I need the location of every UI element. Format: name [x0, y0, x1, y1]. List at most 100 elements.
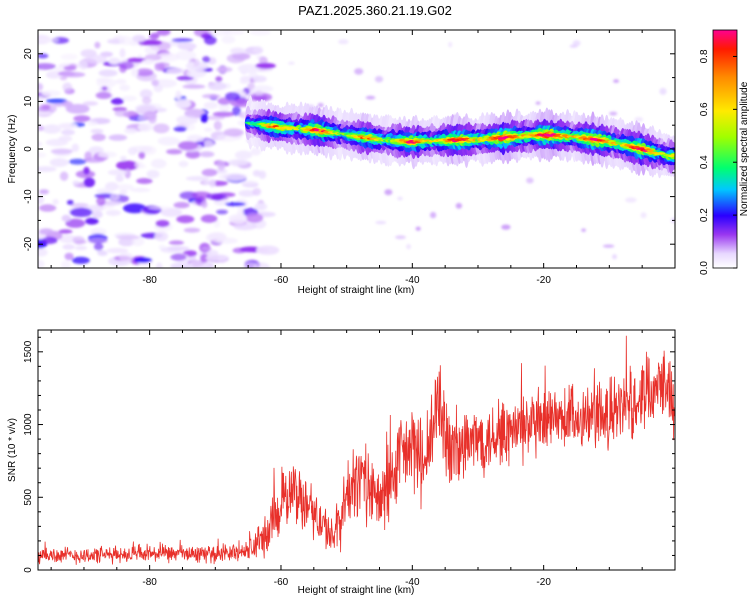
spectrogram-noise-blob	[39, 189, 49, 195]
snr-plot-area	[38, 330, 675, 570]
spectrogram-noise-blob	[45, 71, 62, 79]
spectrogram-noise-blob	[119, 48, 126, 58]
spectrogram-noise-blob	[97, 151, 117, 158]
spectrogram-noise-blob	[123, 203, 147, 214]
snr-x-tick-label: -60	[274, 577, 289, 588]
spectrogram-noise-blob	[202, 56, 211, 63]
spectrogram-noise-blob	[157, 136, 180, 146]
spectrogram-noise-blob	[138, 39, 162, 46]
spectrogram-ridge-cell	[525, 135, 532, 138]
spectrogram-y-tick-label: -10	[23, 189, 34, 204]
spectrogram-noise-blob	[625, 197, 637, 203]
spectrogram-noise-blob	[207, 30, 232, 36]
spectrogram-noise-blob	[134, 257, 152, 263]
spectrogram-noise-blob	[114, 109, 128, 117]
spectrogram-noise-blob	[375, 220, 387, 225]
colorbar-tick-label: 0.0	[699, 261, 710, 275]
spectrogram-noise-blob	[166, 149, 183, 155]
spectrogram-noise-blob	[249, 30, 271, 36]
snr-x-tick-label: -80	[142, 577, 157, 588]
spectrogram-noise-blob	[384, 189, 393, 196]
spectrogram-noise-blob	[225, 92, 241, 101]
spectrogram-noise-blob	[338, 39, 349, 45]
spectrogram-noise-blob	[255, 62, 276, 69]
spectrogram-noise-blob	[116, 184, 134, 191]
spectrogram-noise-blob	[59, 76, 68, 81]
spectrogram-noise-blob	[252, 75, 267, 83]
spectrogram-noise-blob	[108, 134, 128, 141]
spectrogram-noise-blob	[572, 40, 581, 47]
spectrogram-noise-blob	[115, 174, 124, 182]
spectrogram-noise-blob	[38, 83, 44, 91]
spectrogram-noise-blob	[110, 98, 124, 105]
spectrogram-noise-blob	[119, 189, 128, 195]
spectrogram-noise-blob	[193, 58, 200, 67]
spectrogram-noise-blob	[107, 169, 128, 176]
spectrogram-noise-blob	[238, 189, 256, 197]
spectrogram-noise-blob	[613, 79, 620, 83]
spectrogram-noise-blob	[205, 254, 230, 262]
snr-x-tick-label: -40	[405, 577, 420, 588]
spectrogram-y-tick-label: 10	[23, 95, 34, 107]
spectrogram-noise-blob	[65, 218, 86, 228]
spectrogram-noise-blob	[131, 68, 139, 77]
spectrogram-noise-blob	[84, 151, 93, 161]
spectrogram-noise-blob	[38, 111, 54, 116]
spectrogram-noise-blob	[98, 69, 118, 77]
spectrogram-noise-blob	[211, 194, 224, 201]
spectrogram-noise-blob	[185, 176, 210, 181]
spectrogram-noise-blob	[526, 177, 534, 184]
spectrogram-noise-blob	[72, 180, 80, 185]
spectrogram-noise-blob	[124, 127, 138, 134]
spectrogram-noise-blob	[209, 179, 216, 188]
spectrogram-noise-blob	[73, 115, 91, 122]
spectrogram-noise-blob	[221, 35, 236, 44]
spectrogram-noise-blob	[108, 57, 121, 65]
spectrogram-x-ticks: -80 -60 -40 -20	[50, 30, 643, 286]
spectrogram-noise-blob	[143, 110, 157, 121]
spectrogram-noise-blob	[116, 160, 139, 171]
spectrogram-noise-blob	[200, 214, 218, 223]
spectrogram-noise-blob	[70, 203, 89, 208]
spectrogram-noise-blob	[204, 140, 213, 149]
spectrogram-noise-blob	[200, 113, 209, 123]
spectrogram-noise-blob	[186, 134, 204, 143]
spectrogram-noise-blob	[203, 115, 226, 120]
spectrogram-noise-blob	[91, 133, 106, 142]
spectrogram-noise-blob	[119, 252, 134, 262]
spectrogram-noise-blob	[38, 204, 57, 212]
spectrogram-noise-blob	[154, 231, 169, 242]
spectrogram-noise-blob	[226, 53, 246, 64]
spectrogram-noise-blob	[119, 61, 134, 70]
spectrogram-noise-blob	[234, 150, 253, 160]
spectrogram-noise-blob	[144, 45, 160, 55]
colorbar-tick-label: 0.8	[699, 49, 710, 63]
spectrogram-noise-blob	[175, 99, 192, 109]
spectrogram-noise-blob	[59, 171, 69, 181]
spectrogram-noise-blob	[153, 123, 170, 134]
spectrogram-noise-blob	[116, 235, 140, 240]
spectrogram-noise-blob	[170, 253, 187, 261]
spectrogram-noise-blob	[218, 102, 230, 113]
colorbar-tick-label: 0.4	[699, 155, 710, 169]
colorbar-tick-label: 0.6	[699, 102, 710, 116]
spectrogram-noise-blob	[41, 236, 58, 245]
spectrogram-noise-blob	[204, 35, 217, 45]
spectrogram-noise-blob	[212, 111, 235, 117]
spectrogram-noise-blob	[94, 41, 101, 49]
spectrogram-noise-blob	[62, 244, 75, 250]
spectrogram-noise-blob	[78, 59, 88, 70]
spectrogram-noise-blob	[71, 256, 90, 264]
spectrogram-noise-blob	[288, 61, 295, 65]
spectrogram-noise-blob	[139, 89, 153, 99]
spectrogram-noise-blob	[240, 75, 251, 83]
spectrogram-noise-blob	[200, 253, 209, 263]
spectrogram-ridge-cell	[357, 135, 364, 138]
spectrogram-noise-blob	[259, 56, 268, 65]
spectrogram-noise-blob	[374, 75, 384, 83]
snr-y-tick-label: 1500	[23, 340, 34, 363]
spectrogram-noise-blob	[122, 95, 137, 102]
snr-y-tick-label: 500	[23, 488, 34, 505]
spectrogram-noise-blob	[45, 98, 68, 104]
